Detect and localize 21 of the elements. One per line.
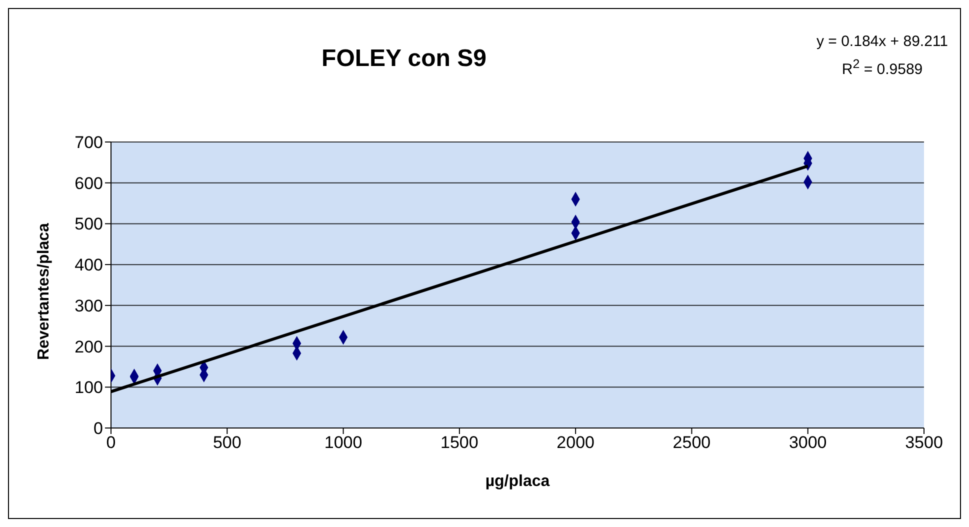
x-tick-label: 2000 [556, 433, 594, 452]
chart-title: FOLEY con S9 [320, 45, 488, 73]
x-tick-label: 3500 [905, 433, 943, 452]
x-tick-label: 500 [212, 433, 242, 452]
text: R$^{2}$ = 0.9589 [840, 56, 924, 80]
y-tick-label: 0 [94, 419, 103, 438]
x-axis-title: µg/placa [485, 473, 550, 490]
y-tick-label: 700 [74, 133, 103, 152]
x-tick-label: 2500 [672, 433, 711, 452]
text: y = 0.184x + 89.211 [816, 32, 948, 52]
y-tick-label: 600 [74, 174, 103, 193]
y-tick-label: 500 [74, 214, 103, 234]
y-tick-label: 400 [74, 256, 103, 275]
x-tick-label: 0 [106, 433, 116, 452]
y-tick-label: 100 [74, 378, 103, 398]
x-tick-label: 1500 [440, 433, 478, 452]
x-tick-label: 3000 [788, 433, 827, 452]
y-tick-label: 300 [74, 296, 103, 316]
y-axis-title: Revertantes/placa [36, 222, 53, 360]
x-tick-label: 1000 [324, 433, 362, 452]
y-tick-label: 200 [74, 337, 103, 356]
